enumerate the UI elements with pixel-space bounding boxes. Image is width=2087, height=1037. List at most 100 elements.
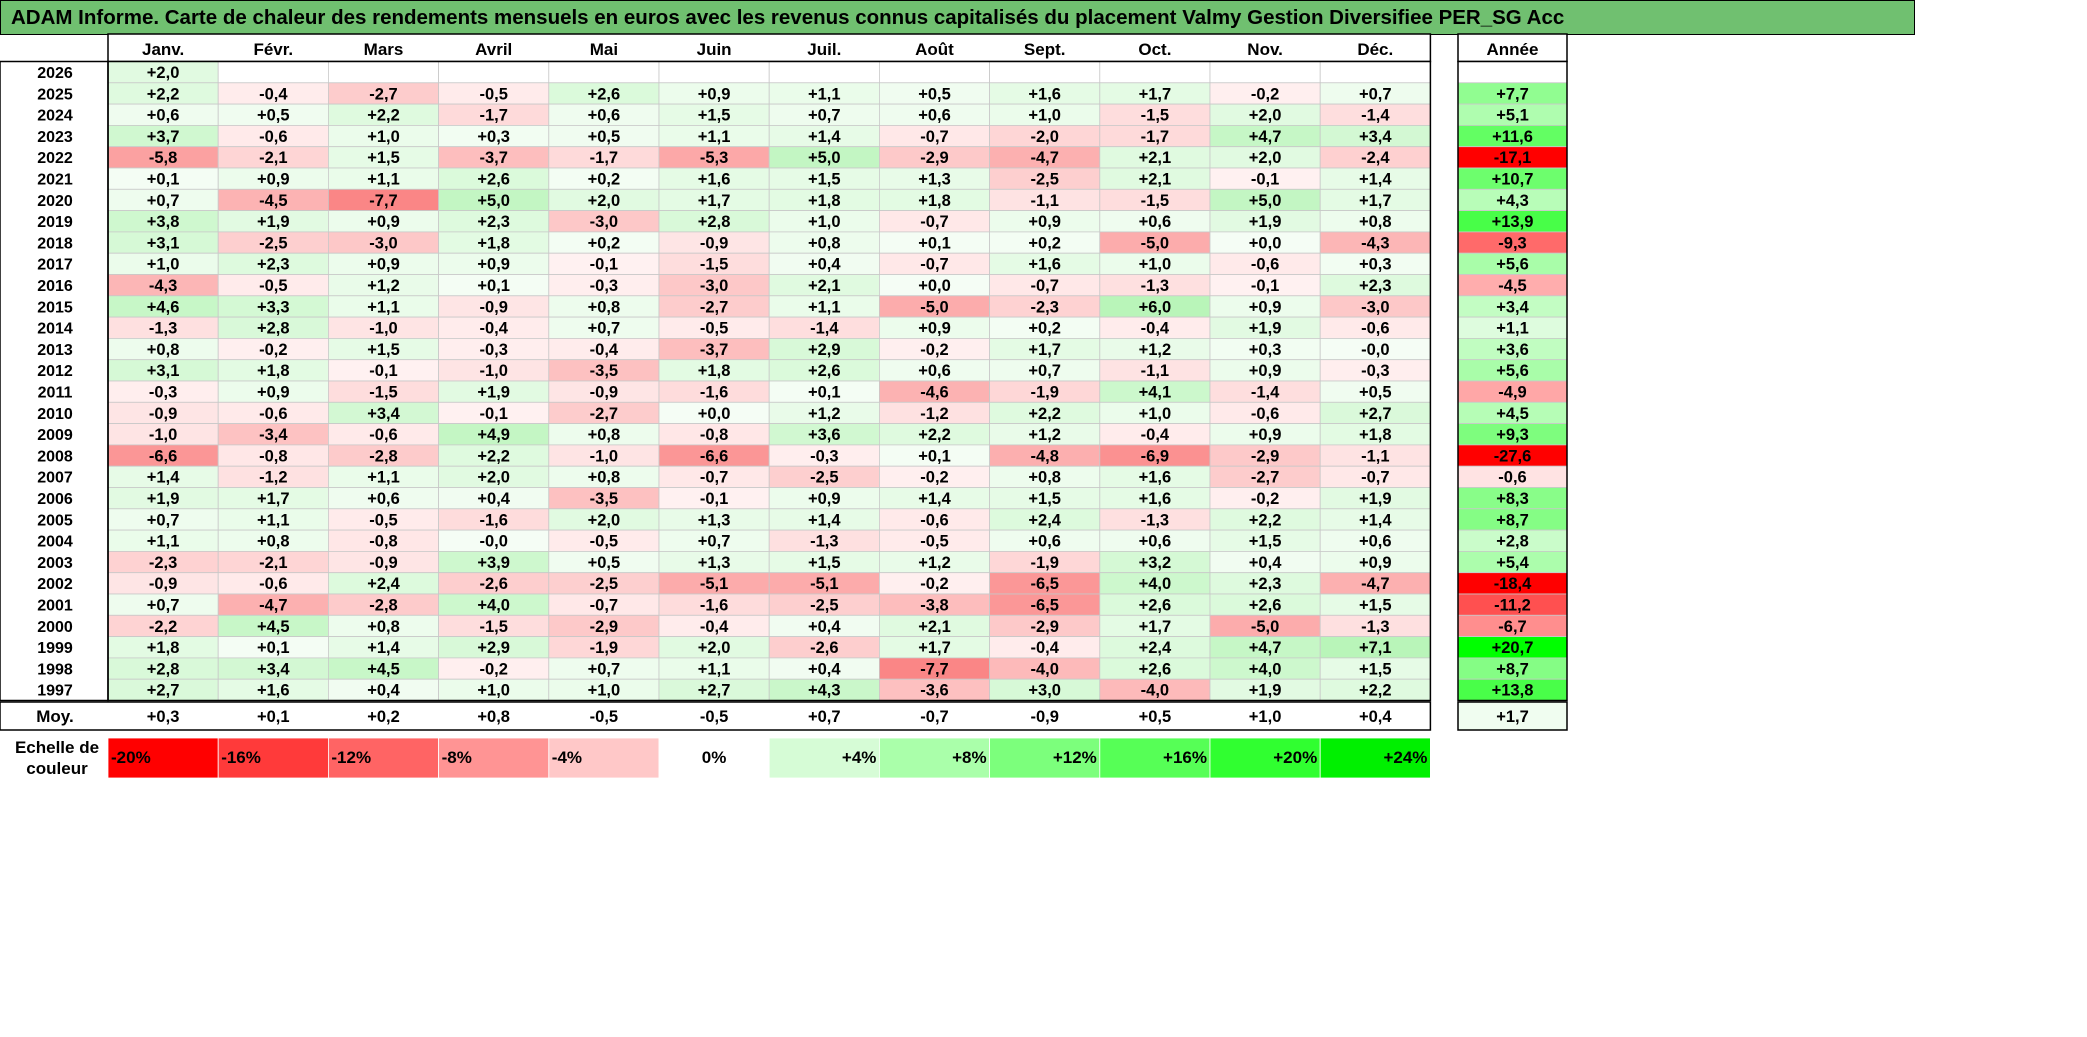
value-2018-8: +0,1 xyxy=(918,234,951,252)
value-2010-11: -0,6 xyxy=(1251,405,1279,423)
annual-value-2023: +11,6 xyxy=(1492,128,1533,146)
value-1997-3: +0,4 xyxy=(367,682,400,700)
value-2014-8: +0,9 xyxy=(918,320,951,338)
year-label-2006: 2006 xyxy=(37,491,73,508)
value-2001-2: -4,7 xyxy=(259,597,287,615)
value-2024-4: -1,7 xyxy=(479,107,507,125)
value-2022-6: -5,3 xyxy=(700,149,728,167)
year-label-1997: 1997 xyxy=(37,683,73,700)
value-1997-9: +3,0 xyxy=(1028,682,1061,700)
value-2022-10: +2,1 xyxy=(1139,149,1172,167)
value-1998-5: +0,7 xyxy=(588,660,621,678)
value-1998-8: -7,7 xyxy=(920,660,948,678)
year-label-2011: 2011 xyxy=(38,385,73,402)
value-2018-1: +3,1 xyxy=(147,234,180,252)
value-2022-11: +2,0 xyxy=(1249,149,1282,167)
value-2001-4: +4,0 xyxy=(477,597,510,615)
value-2009-3: -0,6 xyxy=(369,426,397,444)
scale-label-1: -20% xyxy=(111,748,151,767)
value-2012-12: -0,3 xyxy=(1361,362,1389,380)
value-2017-12: +0,3 xyxy=(1359,256,1392,274)
annual-value-2022: -17,1 xyxy=(1494,149,1532,167)
value-1999-1: +1,8 xyxy=(147,639,180,657)
value-2018-11: +0,0 xyxy=(1249,234,1282,252)
average-value-8: -0,7 xyxy=(920,708,948,726)
average-value-4: +0,8 xyxy=(477,708,510,726)
annual-value-2015: +3,4 xyxy=(1496,298,1529,316)
value-2006-4: +0,4 xyxy=(477,490,510,508)
scale-label-line-1: Echelle de xyxy=(15,738,99,757)
value-2005-9: +2,4 xyxy=(1028,511,1061,529)
value-2017-6: -1,5 xyxy=(700,256,728,274)
value-2024-8: +0,6 xyxy=(918,107,951,125)
annual-value-2020: +4,3 xyxy=(1496,192,1529,210)
scale-label-6: 0% xyxy=(702,748,727,767)
value-2004-2: +0,8 xyxy=(257,533,290,551)
value-2015-10: +6,0 xyxy=(1139,298,1172,316)
value-2012-8: +0,6 xyxy=(918,362,951,380)
scale-label-4: -8% xyxy=(442,748,472,767)
average-value-3: +0,2 xyxy=(367,708,400,726)
value-2020-1: +0,7 xyxy=(147,192,180,210)
year-label-2005: 2005 xyxy=(37,512,73,529)
value-2025-9: +1,6 xyxy=(1028,85,1061,103)
value-2007-9: +0,8 xyxy=(1028,469,1061,487)
value-2009-11: +0,9 xyxy=(1249,426,1282,444)
value-2015-9: -2,3 xyxy=(1030,298,1058,316)
value-2005-7: +1,4 xyxy=(808,511,841,529)
value-2021-7: +1,5 xyxy=(808,171,841,189)
annual-value-2004: +2,8 xyxy=(1496,533,1529,551)
average-value-7: +0,7 xyxy=(808,708,841,726)
value-2017-5: -0,1 xyxy=(590,256,618,274)
value-2015-8: -5,0 xyxy=(920,298,948,316)
year-label-2026: 2026 xyxy=(37,65,73,82)
scale-swatch-4 xyxy=(438,737,550,779)
value-2005-11: +2,2 xyxy=(1249,511,1282,529)
value-2000-1: -2,2 xyxy=(149,618,177,636)
value-2000-4: -1,5 xyxy=(479,618,507,636)
value-2023-11: +4,7 xyxy=(1249,128,1282,146)
value-2025-12: +0,7 xyxy=(1359,85,1392,103)
month-header-5: Mai xyxy=(590,40,618,59)
value-2000-3: +0,8 xyxy=(367,618,400,636)
value-1999-8: +1,7 xyxy=(918,639,951,657)
annual-value-2001: -11,2 xyxy=(1494,597,1531,615)
average-value-5: -0,5 xyxy=(590,708,618,726)
value-2024-12: -1,4 xyxy=(1361,107,1390,125)
value-2009-12: +1,8 xyxy=(1359,426,1392,444)
value-2002-3: +2,4 xyxy=(367,575,400,593)
value-2017-7: +0,4 xyxy=(808,256,841,274)
value-2019-2: +1,9 xyxy=(257,213,290,231)
value-2002-4: -2,6 xyxy=(479,575,507,593)
value-2006-12: +1,9 xyxy=(1359,490,1392,508)
scale-swatch-6 xyxy=(658,737,770,779)
value-2022-9: -4,7 xyxy=(1030,149,1058,167)
value-2007-11: -2,7 xyxy=(1251,469,1279,487)
value-2010-8: -1,2 xyxy=(920,405,948,423)
value-2000-7: +0,4 xyxy=(808,618,841,636)
value-2001-6: -1,6 xyxy=(700,597,728,615)
month-header-row xyxy=(107,33,1432,63)
value-2022-5: -1,7 xyxy=(590,149,618,167)
annual-cell-2026 xyxy=(1457,61,1568,84)
value-2000-9: -2,9 xyxy=(1030,618,1058,636)
value-2015-3: +1,1 xyxy=(367,298,400,316)
value-2021-12: +1,4 xyxy=(1359,171,1392,189)
annual-value-2008: -27,6 xyxy=(1494,447,1532,465)
value-2023-2: -0,6 xyxy=(259,128,287,146)
average-value-1: +0,3 xyxy=(147,708,180,726)
year-label-2018: 2018 xyxy=(37,235,73,252)
scale-swatch-12 xyxy=(1319,737,1431,779)
value-2019-5: -3,0 xyxy=(590,213,618,231)
value-2025-2: -0,4 xyxy=(259,85,288,103)
value-2018-9: +0,2 xyxy=(1028,234,1061,252)
value-2005-8: -0,6 xyxy=(920,511,948,529)
value-2009-1: -1,0 xyxy=(149,426,177,444)
value-2012-11: +0,9 xyxy=(1249,362,1282,380)
value-2007-4: +2,0 xyxy=(477,469,510,487)
value-2024-1: +0,6 xyxy=(147,107,180,125)
value-2011-5: -0,9 xyxy=(590,384,618,402)
annual-value-2002: -18,4 xyxy=(1494,575,1532,593)
value-2024-7: +0,7 xyxy=(808,107,841,125)
